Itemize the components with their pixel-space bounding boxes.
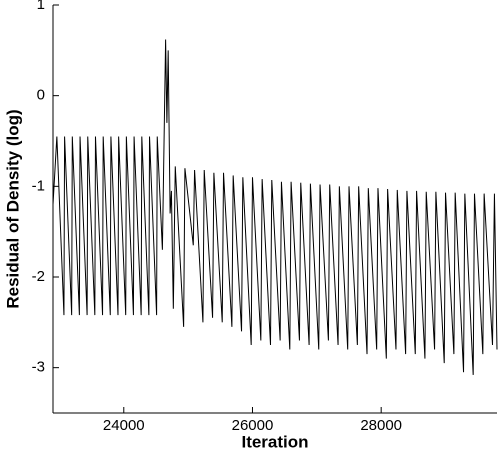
x-tick-label: 28000	[360, 417, 402, 434]
y-tick-label: 1	[37, 0, 45, 13]
y-tick-label: -2	[32, 268, 45, 285]
y-tick-label: -3	[32, 359, 45, 376]
x-tick-label: 24000	[103, 417, 145, 434]
y-tick-label: -1	[32, 177, 45, 194]
y-axis-title: Residual of Density (log)	[3, 109, 22, 308]
data-line	[52, 39, 498, 375]
x-tick-label: 26000	[232, 417, 274, 434]
x-axis-title: Iteration	[241, 432, 308, 451]
y-tick-label: 0	[37, 87, 45, 104]
